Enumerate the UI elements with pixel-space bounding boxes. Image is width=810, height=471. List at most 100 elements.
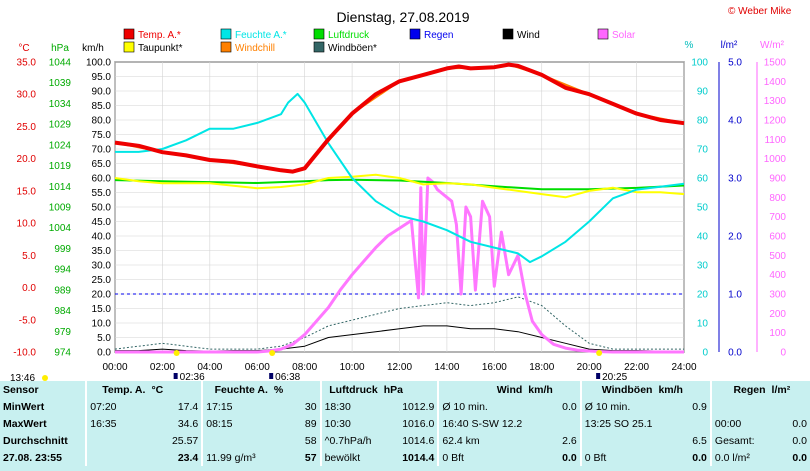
statistics-header-cell: Regen [709,381,769,398]
kmh-tick-label: 60.0 [92,174,112,185]
pct-tick-label: 0 [702,348,708,359]
time-tick-label: 24:00 [671,362,696,373]
wm2-tick-label: 300 [769,290,786,301]
lm2-tick-label: 1.0 [728,290,742,301]
statistics-row-label: 27.08. 23:55 [3,451,62,464]
kmh-tick-label: 40.0 [92,232,112,243]
wm2-tick-label: 600 [769,232,786,243]
legend-label: Windchill [235,43,275,54]
weather-chart: Dienstag, 27.08.2019 Temp. A.* Feuchte A.… [10,9,787,381]
legend-label: Windböen* [328,43,377,54]
legend-swatch [220,28,232,40]
copyright-notice: © Weber Mike [728,6,792,17]
wm2-tick-label: 900 [769,174,786,185]
hpa-tick-label: 1014 [49,182,72,193]
kmh-tick-label: 90.0 [92,87,112,98]
wm2-tick-label: 0 [780,348,786,359]
statistics-cell: 17.4 [177,400,199,413]
series-luftdruck [114,178,685,191]
time-tick-label: 10:00 [340,362,365,373]
statistics-cell: 89 [304,417,317,430]
temp-tick-label: 10.0 [17,219,37,230]
wm2-tick-label: 1000 [764,154,787,165]
event-marker-sun [42,375,48,381]
statistics-header-cell: Luftdruck [319,381,381,398]
statistics-header-cell: °C [151,383,164,396]
wm2-tick-label: 800 [769,193,786,204]
legend-swatch [313,41,325,53]
event-marker-sun [269,350,276,356]
legend-label: Taupunkt* [138,43,183,54]
statistics-cell: 58 [304,434,317,447]
legend-label: Temp. A.* [138,30,181,41]
temp-tick-label: 30.0 [17,90,37,101]
legend-label: Solar [612,30,636,41]
wm2-tick-label: 500 [769,251,786,262]
hpa-tick-label: 1009 [49,203,72,214]
legend-swatch [123,28,135,40]
wm2-tick-label: 1500 [764,58,787,69]
time-tick-label: 22:00 [624,362,649,373]
hpa-tick-label: 1004 [49,223,72,234]
time-tick-label: 08:00 [292,362,317,373]
statistics-cell: 13:25 SO 25.1 [579,415,656,432]
statistics-row-label: Durchschnitt [3,434,68,447]
statistics-cell [655,415,710,432]
unit-headers: °C hPa km/h % l/m² W/m² [18,40,784,54]
legend-label: Wind [517,30,540,41]
event-label: 13:46 [10,373,35,381]
kmh-tick-label: 15.0 [92,304,112,315]
kmh-tick-label: 55.0 [92,188,112,199]
statistics-cell: 0 Bft [579,449,656,466]
pct-tick-label: 70 [697,145,709,156]
statistics-header-cell: l/m² [771,383,791,396]
statistics-cell: Gesamt: [709,432,769,449]
event-label: 20:25 [602,372,627,381]
statistics-cell: 1012.9 [402,400,435,413]
pct-tick-label: 80 [697,116,709,127]
event-label: 06:38 [275,372,300,381]
time-tick-label: 12:00 [387,362,412,373]
lm2-tick-label: 4.0 [728,116,742,127]
lm2-tick-label: 2.0 [728,232,742,243]
statistics-header-row: Sensor Temp. A. °C Feuchte A.% Luftdruck hPa W… [0,381,810,398]
legend-swatch [502,28,514,40]
wm2-tick-label: 1100 [764,135,786,146]
statistics-header-cell: km/h [658,383,683,396]
statistics-cell [525,415,580,432]
kmh-tick-label: 100.0 [86,58,111,69]
pct-tick-label: 10 [697,319,709,330]
temp-tick-label: 5.0 [22,251,36,262]
time-tick-label: 16:00 [482,362,507,373]
kmh-tick-label: 5.0 [97,333,111,344]
kmh-tick-label: 75.0 [92,130,112,141]
kmh-tick-label: 45.0 [92,217,112,228]
statistics-cell [709,398,769,415]
time-tick-label: 02:00 [150,362,175,373]
statistics-header-cell: hPa [383,383,403,396]
statistics-cell: 1014.6 [402,434,435,447]
statistics-cell: 11.99 g/m³ [201,449,271,466]
legend-label: Feuchte A.* [235,30,287,41]
statistics-cell: 23.4 [177,451,199,464]
axes: 35.0 30.0 25.0 20.0 15.0 10.0 5.0 0.0 -5.0 -10.0 1… [13,58,786,374]
statistics-cell: Ø 10 min. [437,398,526,415]
statistics-cell: 0.0 [562,400,577,413]
lm2-tick-label: 0.0 [728,348,742,359]
statistics-cell [85,432,149,449]
statistics-cell: 0.0 [792,417,807,430]
wm2-tick-label: 400 [769,270,786,281]
legend-swatch [313,28,325,40]
hpa-unit-label: hPa [51,43,69,54]
time-tick-label: 14:00 [434,362,459,373]
statistics-cell: Ø 10 min. [579,398,656,415]
statistics-row-label: MinWert [3,400,45,413]
lm2-unit-label: l/m² [721,40,738,51]
temp-tick-label: 35.0 [17,58,37,69]
legend-swatch [409,28,421,40]
statistics-cell: ^0.7hPa/h [319,432,381,449]
time-tick-label: 18:00 [529,362,554,373]
chart-title: Dienstag, 27.08.2019 [336,9,469,25]
kmh-tick-label: 80.0 [92,116,112,127]
statistics-cell: 10:30 [319,415,381,432]
